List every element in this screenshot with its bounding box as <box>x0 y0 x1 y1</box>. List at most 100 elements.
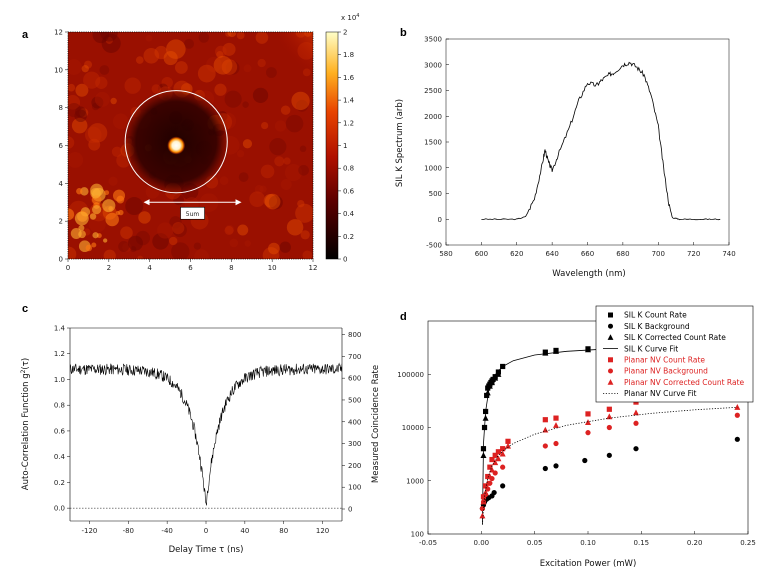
colorbar-tick-label: 1.2 <box>343 119 354 127</box>
heatmap-texture-blob <box>166 39 186 59</box>
heatmap-x-tick-label: 12 <box>309 264 318 272</box>
data-point <box>486 473 493 480</box>
heatmap-texture-blob <box>118 209 124 216</box>
heatmap-texture-blob <box>91 102 100 111</box>
heatmap-y-tick-label: 0 <box>59 256 63 264</box>
colorbar-tick-label: 1.6 <box>343 74 355 82</box>
heatmap-x-tick-label: 8 <box>229 264 233 272</box>
spectrum-y-axis-label: SIL K Spectrum (arb) <box>395 99 405 187</box>
legend-swatch <box>607 334 614 340</box>
heatmap-texture-blob <box>95 76 108 89</box>
series-0 <box>480 344 612 452</box>
heatmap-texture-blob <box>81 64 89 73</box>
data-point <box>633 420 639 426</box>
heatmap-texture-blob <box>169 216 182 229</box>
colorbar-tick-label: 1 <box>343 142 347 150</box>
heatmap-texture-blob <box>219 176 229 186</box>
data-point <box>491 489 497 496</box>
autocorrelation-x-axis-label: Delay Time τ (ns) <box>169 545 244 555</box>
heatmap-texture-blob <box>68 103 82 118</box>
data-point <box>492 452 498 458</box>
heatmap-texture-blob <box>68 152 84 168</box>
heatmap-texture-blob <box>295 203 313 223</box>
colorbar-tick-label: 2 <box>343 29 347 37</box>
autocorrelation-y2-tick-label: 0 <box>348 506 352 514</box>
data-point <box>553 415 559 421</box>
heatmap-texture-blob <box>221 59 238 75</box>
data-point <box>585 411 591 417</box>
heatmap-texture-blob <box>88 138 101 151</box>
heatmap-texture-blob <box>172 222 187 238</box>
colorbar-tick-label: 0 <box>343 256 347 264</box>
data-point <box>585 346 591 353</box>
heatmap-texture-blob <box>76 188 83 195</box>
legend-entry: Planar NV Background <box>608 367 708 376</box>
heatmap-texture-blob <box>302 250 313 259</box>
heatmap-texture-blob <box>105 36 113 45</box>
autocorrelation-y2-tick-label: 300 <box>348 440 361 448</box>
autocorrelation-y-tick-label: 0.6 <box>54 427 66 435</box>
spectrum-x-tick-label: 700 <box>652 250 665 258</box>
series-1 <box>479 436 740 512</box>
data-point <box>633 446 639 452</box>
series-5 <box>479 412 740 512</box>
spectrum-y-tick-label: 3500 <box>424 36 442 44</box>
heatmap-texture-blob <box>242 101 249 108</box>
heatmap-texture-blob <box>227 32 237 38</box>
panel-label-d: d <box>400 311 407 323</box>
heatmap-texture-blob <box>238 172 249 182</box>
legend-label: SIL K Count Rate <box>624 311 687 320</box>
excitation-y-tick-label: 1000 <box>406 477 424 485</box>
heatmap-texture-blob <box>244 240 252 247</box>
excitation-x-tick-label: 0.20 <box>687 539 703 547</box>
heatmap-texture-blob <box>229 238 239 248</box>
panel-label-c: c <box>22 303 28 315</box>
legend-entry: Planar NV Corrected Count Rate <box>607 378 745 387</box>
autocorrelation-x-ticks: -120 -80 -40 0 40 80 120 <box>81 521 329 535</box>
heatmap-texture-blob <box>68 95 81 110</box>
data-point <box>495 455 502 462</box>
spectrum-series-line <box>481 61 721 221</box>
excitation-x-tick-label: 0.25 <box>740 539 756 547</box>
heatmap-texture-blob <box>254 184 264 194</box>
spectrum-x-tick-label: 600 <box>475 250 488 258</box>
heatmap-texture-blob <box>300 230 310 240</box>
spectrum-panel: 580 600 620 640 660 680 700 720 740 -500 0 500 1000… <box>395 36 736 280</box>
autocorrelation-y-tick-label: 1.0 <box>54 376 65 384</box>
spectrum-y-tick-label: 500 <box>429 190 442 198</box>
autocorrelation-y2-tick-label: 200 <box>348 462 361 470</box>
heatmap-texture-blob <box>122 242 132 253</box>
legend-label: Planar NV Count Rate <box>624 356 705 365</box>
heatmap-texture-blob <box>104 190 110 196</box>
heatmap-texture-blob <box>291 91 310 111</box>
autocorrelation-y-axis-label: Auto-Correlation Function g2(τ) <box>20 358 31 490</box>
heatmap-texture-blob <box>172 222 185 235</box>
data-point <box>482 489 489 496</box>
heatmap-texture-blob <box>259 185 267 193</box>
heatmap-texture-blob <box>105 212 119 227</box>
data-point <box>482 414 489 421</box>
spectrum-y-tick-label: 3000 <box>424 61 442 69</box>
heatmap-texture-blob <box>206 56 222 73</box>
excitation-legend: SIL K Count Rate SIL K Background SIL K Co… <box>595 305 754 403</box>
heatmap-texture-blob <box>261 121 269 130</box>
heatmap-texture-blob <box>163 51 178 66</box>
heatmap-texture-blob <box>80 187 89 196</box>
data-point <box>479 512 486 519</box>
heatmap-texture-blob <box>135 56 144 64</box>
panel-label-b: b <box>400 27 407 39</box>
legend-swatch <box>608 368 613 374</box>
heatmap-texture-blob <box>68 208 75 221</box>
heatmap-texture-blob <box>197 64 216 83</box>
heatmap-texture-blob <box>92 205 102 215</box>
excitation-y-ticks: 100 1000 10000 100000 <box>397 371 431 539</box>
spectrum-x-ticks: 580 600 620 640 660 680 700 720 740 <box>439 242 736 258</box>
scale-bar-arrow-left-icon <box>143 199 150 206</box>
heatmap-texture-blob <box>194 249 209 259</box>
spectrum-y-tick-label: 2500 <box>424 87 442 95</box>
heatmap-texture-blob <box>89 213 97 220</box>
colorbar-tick-label: 0.6 <box>343 187 355 195</box>
heatmap-texture-blob <box>184 38 194 49</box>
data-point <box>487 464 493 470</box>
excitation-x-tick-label: 0.00 <box>474 539 490 547</box>
